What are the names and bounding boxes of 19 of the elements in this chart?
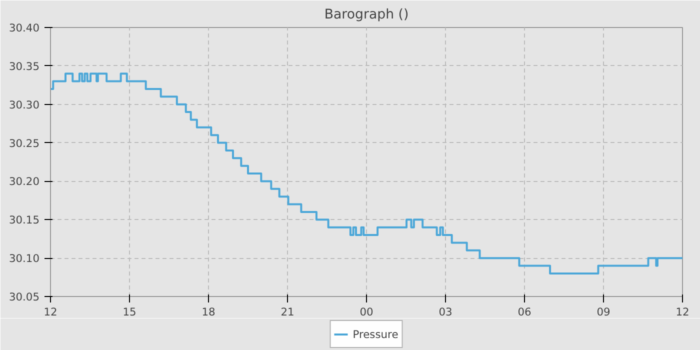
y-tick-label: 30.30 bbox=[8, 98, 40, 112]
y-tick-label: 30.10 bbox=[8, 252, 40, 266]
x-tick-label: 18 bbox=[202, 306, 216, 318]
y-tick-label: 30.05 bbox=[8, 290, 40, 304]
y-tick-label: 30.40 bbox=[8, 22, 40, 34]
x-tick-label: 03 bbox=[438, 306, 452, 318]
chart-title: Barograph () bbox=[324, 8, 409, 22]
y-tick-label: 30.20 bbox=[8, 175, 40, 188]
x-tick-label: 12 bbox=[676, 306, 690, 318]
x-tick-label: 00 bbox=[360, 306, 374, 318]
y-tick-label: 30.35 bbox=[8, 60, 40, 73]
y-tick-label: 30.15 bbox=[8, 214, 40, 227]
x-tick-label: 09 bbox=[596, 306, 610, 318]
y-tick-label: 30.25 bbox=[8, 136, 40, 150]
x-tick-label: 06 bbox=[518, 306, 532, 318]
legend-label: Pressure bbox=[352, 328, 398, 340]
x-tick-label: 12 bbox=[44, 306, 58, 318]
x-tick-label: 21 bbox=[280, 306, 294, 318]
x-tick-label: 15 bbox=[122, 306, 136, 318]
